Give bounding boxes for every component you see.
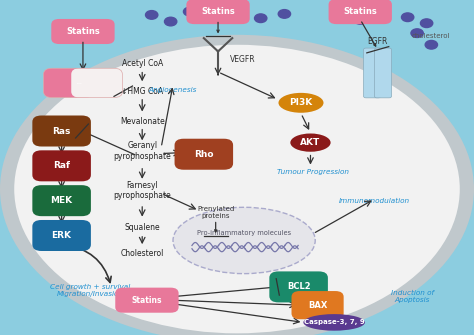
- Circle shape: [401, 13, 414, 21]
- FancyBboxPatch shape: [186, 0, 250, 24]
- Circle shape: [202, 13, 215, 21]
- Text: Statins: Statins: [343, 7, 377, 16]
- Circle shape: [425, 41, 438, 49]
- Text: Angiogenesis: Angiogenesis: [149, 86, 197, 92]
- Circle shape: [354, 15, 366, 24]
- Ellipse shape: [0, 35, 474, 335]
- FancyBboxPatch shape: [174, 139, 233, 170]
- Circle shape: [183, 7, 196, 16]
- Text: BCL2: BCL2: [287, 282, 310, 291]
- Circle shape: [146, 11, 158, 19]
- Text: PI3K: PI3K: [289, 98, 313, 107]
- Circle shape: [335, 10, 347, 18]
- Ellipse shape: [173, 207, 315, 274]
- Text: Caspase-3, 7, 9: Caspase-3, 7, 9: [304, 319, 365, 325]
- Text: Statins: Statins: [77, 82, 82, 83]
- Text: Cell growth + survival
Migration/Invasion: Cell growth + survival Migration/Invasio…: [50, 284, 130, 297]
- Circle shape: [255, 14, 267, 22]
- Text: Prenylated
proteins: Prenylated proteins: [197, 206, 234, 219]
- Text: VEGFR: VEGFR: [230, 55, 255, 64]
- Text: Geranyl
pyrophosphate: Geranyl pyrophosphate: [113, 141, 171, 160]
- Text: BAX: BAX: [308, 300, 327, 310]
- FancyBboxPatch shape: [269, 271, 328, 303]
- Text: Statins: Statins: [132, 296, 162, 305]
- Circle shape: [231, 8, 243, 17]
- Text: Pro-inflammatory molecules: Pro-inflammatory molecules: [197, 230, 291, 236]
- FancyBboxPatch shape: [32, 185, 91, 216]
- Text: Mevalonate: Mevalonate: [120, 117, 164, 126]
- Ellipse shape: [290, 133, 331, 152]
- Text: Statins: Statins: [201, 7, 235, 16]
- FancyBboxPatch shape: [44, 68, 95, 97]
- FancyBboxPatch shape: [51, 19, 115, 44]
- Text: Rho: Rho: [194, 150, 214, 159]
- Ellipse shape: [14, 45, 460, 333]
- Text: EGFR: EGFR: [367, 38, 388, 47]
- Ellipse shape: [279, 93, 323, 113]
- FancyBboxPatch shape: [115, 288, 179, 313]
- Text: Immunomodulation: Immunomodulation: [339, 198, 410, 204]
- Ellipse shape: [303, 314, 365, 331]
- Text: Farnesyl
pyrophosphate: Farnesyl pyrophosphate: [113, 181, 171, 200]
- Text: Squalene: Squalene: [124, 223, 160, 232]
- FancyBboxPatch shape: [32, 220, 91, 251]
- FancyBboxPatch shape: [374, 48, 392, 98]
- Text: Raf: Raf: [53, 161, 70, 170]
- Text: Statins: Statins: [66, 27, 100, 36]
- Circle shape: [164, 17, 177, 26]
- Circle shape: [420, 19, 433, 27]
- Text: Tumour Progression: Tumour Progression: [277, 170, 349, 176]
- Text: ERK: ERK: [52, 231, 72, 240]
- Text: AKT: AKT: [301, 138, 320, 147]
- FancyBboxPatch shape: [292, 291, 344, 319]
- Circle shape: [373, 9, 385, 17]
- Text: Acetyl CoA: Acetyl CoA: [121, 59, 163, 68]
- Text: Induction of
Apoptosis: Induction of Apoptosis: [391, 290, 434, 304]
- Circle shape: [278, 10, 291, 18]
- Text: Ras: Ras: [53, 127, 71, 135]
- FancyBboxPatch shape: [32, 116, 91, 146]
- FancyBboxPatch shape: [32, 150, 91, 181]
- FancyBboxPatch shape: [364, 48, 381, 98]
- Text: Cholesterol: Cholesterol: [120, 249, 164, 258]
- Text: MEK: MEK: [51, 196, 73, 205]
- Text: ↓HMG CoA: ↓HMG CoA: [121, 87, 163, 96]
- Circle shape: [411, 29, 423, 38]
- FancyBboxPatch shape: [328, 0, 392, 24]
- Text: cholesterol: cholesterol: [412, 34, 451, 40]
- FancyBboxPatch shape: [71, 68, 122, 97]
